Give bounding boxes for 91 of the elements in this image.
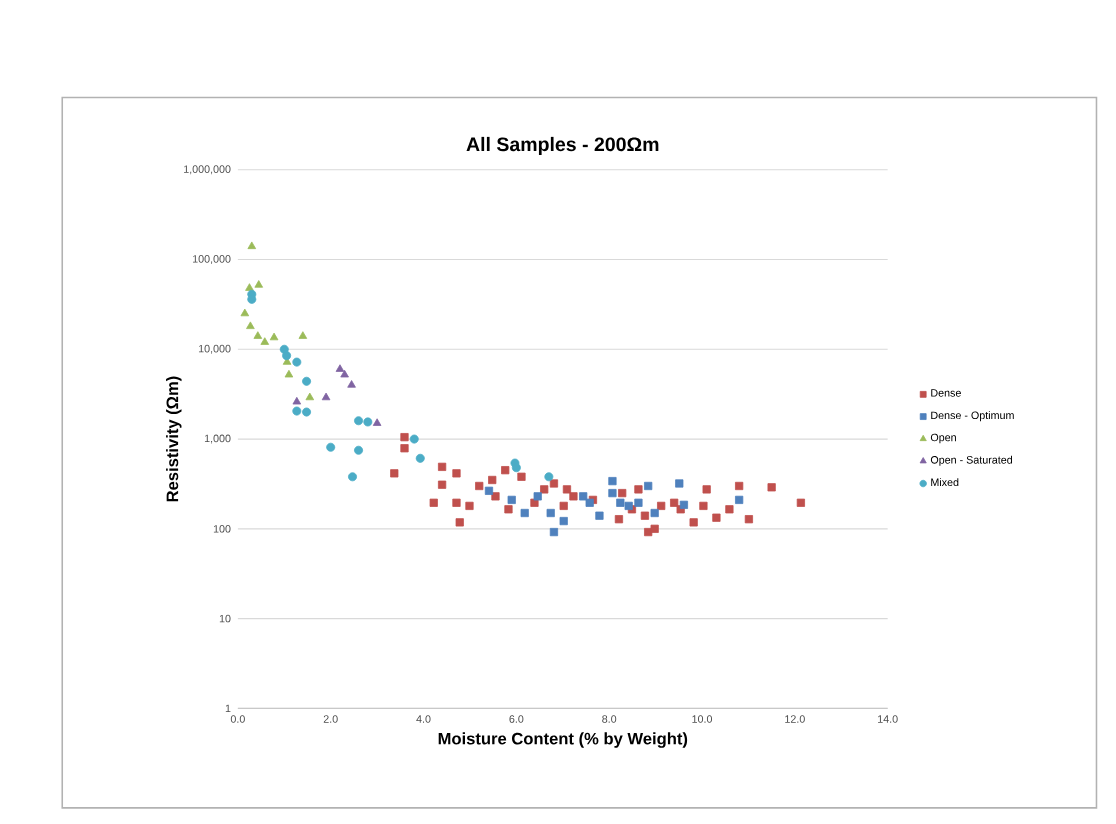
point bbox=[540, 485, 549, 494]
point bbox=[644, 482, 653, 491]
point bbox=[340, 370, 349, 378]
point bbox=[260, 337, 270, 346]
point bbox=[438, 480, 447, 490]
point bbox=[501, 466, 510, 475]
point bbox=[302, 407, 312, 417]
point bbox=[363, 417, 373, 427]
point bbox=[735, 482, 744, 491]
point bbox=[796, 498, 805, 508]
point bbox=[634, 498, 643, 508]
point bbox=[559, 517, 568, 526]
point bbox=[247, 241, 257, 250]
point bbox=[689, 518, 698, 527]
x-axis-title: Moisture Content (% by Weight) bbox=[438, 732, 688, 749]
point bbox=[292, 397, 302, 405]
point bbox=[292, 406, 302, 416]
point bbox=[559, 502, 568, 511]
point bbox=[390, 469, 399, 478]
point bbox=[400, 444, 409, 453]
point bbox=[354, 416, 364, 426]
point bbox=[595, 511, 604, 521]
point bbox=[475, 482, 484, 491]
point bbox=[455, 518, 464, 527]
point bbox=[546, 509, 555, 518]
point bbox=[488, 476, 497, 485]
point bbox=[284, 370, 294, 378]
point bbox=[569, 492, 578, 501]
point bbox=[507, 496, 516, 505]
point bbox=[735, 496, 744, 505]
point bbox=[699, 502, 708, 511]
point bbox=[650, 524, 659, 534]
point bbox=[530, 498, 539, 508]
point bbox=[429, 498, 438, 508]
point bbox=[409, 434, 419, 444]
point bbox=[520, 509, 529, 518]
point bbox=[579, 492, 588, 501]
point bbox=[504, 505, 513, 514]
point bbox=[326, 443, 336, 452]
point bbox=[321, 392, 331, 401]
point bbox=[302, 377, 312, 387]
point bbox=[549, 479, 559, 488]
point bbox=[240, 308, 250, 317]
point bbox=[562, 485, 572, 494]
point bbox=[634, 485, 643, 494]
point bbox=[438, 463, 447, 472]
point bbox=[712, 513, 721, 523]
point bbox=[767, 483, 776, 492]
point bbox=[670, 498, 679, 508]
point bbox=[702, 485, 711, 494]
point bbox=[491, 492, 500, 501]
point bbox=[517, 472, 526, 482]
y-axis-title: Resistivity (Ωm) bbox=[166, 376, 182, 502]
point bbox=[608, 477, 617, 486]
point bbox=[247, 295, 257, 305]
point bbox=[679, 500, 689, 510]
point bbox=[253, 331, 263, 340]
point bbox=[415, 454, 425, 464]
point bbox=[269, 332, 279, 341]
point bbox=[725, 505, 734, 514]
point bbox=[650, 509, 659, 518]
point bbox=[452, 498, 461, 508]
point bbox=[549, 528, 559, 537]
point bbox=[640, 511, 650, 521]
point bbox=[305, 392, 315, 401]
point bbox=[465, 502, 474, 511]
point bbox=[614, 515, 624, 524]
point bbox=[608, 489, 617, 498]
point bbox=[452, 469, 461, 478]
point bbox=[533, 492, 542, 501]
point bbox=[254, 280, 264, 288]
point bbox=[618, 489, 627, 498]
point bbox=[744, 515, 753, 524]
point bbox=[348, 472, 357, 482]
point bbox=[484, 486, 494, 496]
point bbox=[354, 446, 364, 456]
point bbox=[616, 498, 625, 508]
point bbox=[400, 433, 409, 442]
point bbox=[511, 463, 521, 473]
point bbox=[335, 364, 345, 373]
point bbox=[298, 331, 308, 340]
point bbox=[675, 479, 684, 488]
point bbox=[246, 321, 255, 330]
chart-title: All Samples - 200Ωm bbox=[466, 137, 659, 156]
point bbox=[544, 472, 554, 482]
point bbox=[657, 502, 666, 511]
point bbox=[282, 351, 292, 361]
point bbox=[292, 357, 302, 367]
point bbox=[372, 418, 382, 427]
point bbox=[347, 380, 356, 388]
point bbox=[245, 283, 254, 292]
